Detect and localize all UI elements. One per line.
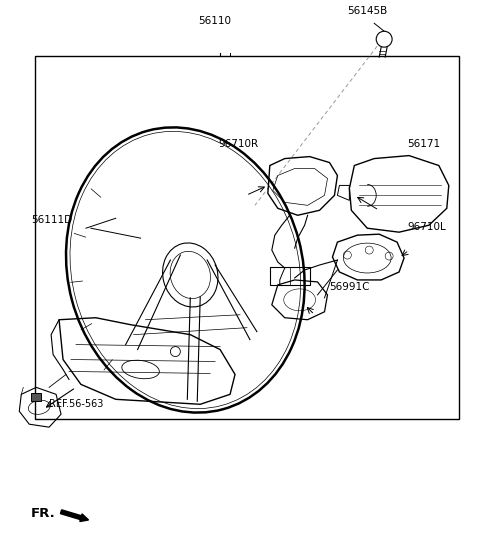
Text: 56171: 56171 [407,139,440,149]
Bar [270,267,310,285]
FancyArrow shape [60,510,88,522]
Text: 56991C: 56991C [329,282,370,292]
Text: 96710R: 96710R [218,139,258,149]
Text: 56145B: 56145B [348,6,388,16]
Text: FR.: FR. [31,507,56,520]
Bar [35,56,459,419]
Bar [31,393,41,401]
Text: 56110: 56110 [198,16,231,26]
Text: REF.56-563: REF.56-563 [49,399,104,409]
Text: 96710L: 96710L [407,222,446,232]
Text: 56111D: 56111D [31,215,72,225]
